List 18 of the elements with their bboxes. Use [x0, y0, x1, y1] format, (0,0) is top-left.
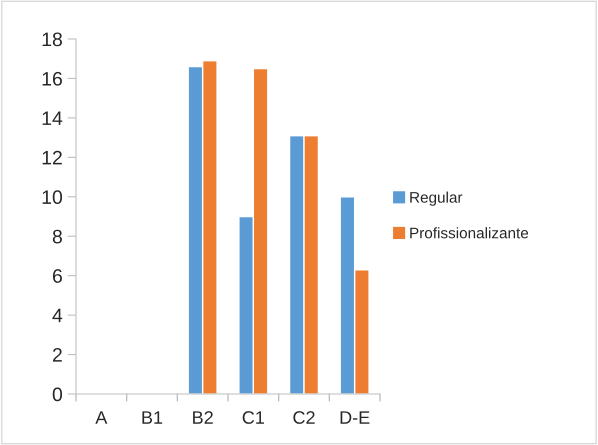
- y-tick-label: 6: [52, 269, 62, 283]
- legend-label: Regular: [410, 192, 462, 206]
- y-tick-label: 8: [52, 230, 62, 244]
- x-tick-label: C2: [293, 411, 315, 424]
- legend-label: Profissionalizante: [410, 227, 528, 238]
- y-tick-label: 14: [42, 112, 62, 125]
- y-tick-label: 16: [42, 72, 62, 86]
- x-tick-label: C1: [242, 411, 264, 424]
- y-tick-label: 4: [52, 308, 62, 322]
- x-tick-label: B2: [193, 411, 213, 424]
- x-tick-label: D-E: [340, 411, 370, 424]
- y-tick-label: 2: [52, 348, 62, 362]
- x-tick-label: B1: [142, 411, 162, 424]
- y-tick-label: 10: [42, 190, 62, 204]
- y-tick-label: 18: [42, 32, 62, 46]
- x-tick-label: A: [95, 411, 108, 424]
- y-tick-label: 0: [52, 387, 62, 402]
- y-tick-label: 12: [42, 150, 62, 164]
